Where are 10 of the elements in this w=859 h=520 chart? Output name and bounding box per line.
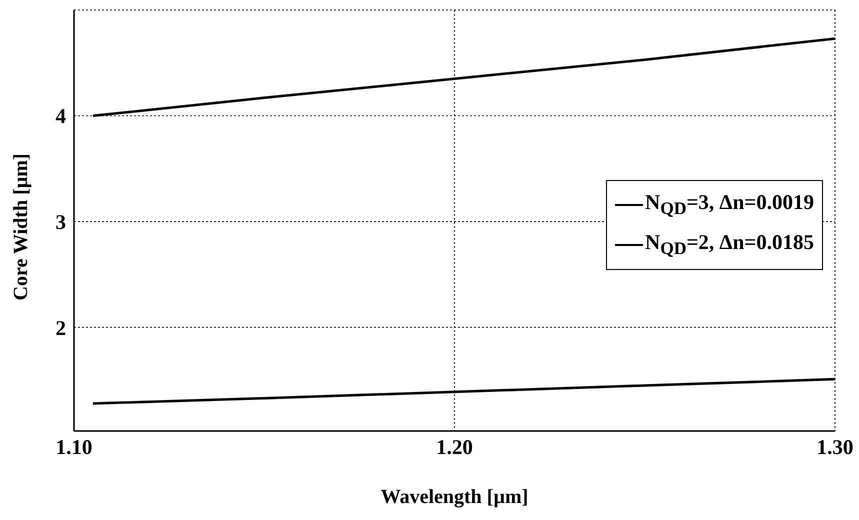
y-axis-title: Core Width [µm] (10, 153, 32, 300)
y-tick-label: 4 (56, 104, 66, 128)
x-axis-title: Wavelength [µm] (380, 486, 528, 508)
y-tick-label: 2 (56, 316, 66, 340)
x-tick-label: 1.10 (56, 434, 92, 459)
x-tick-label: 1.30 (816, 434, 854, 459)
x-tick-label: 1.20 (436, 434, 473, 459)
legend-label: N$_{QD}$=2, Δn=0.0185 (645, 229, 814, 260)
y-tick-label: 3 (56, 210, 66, 234)
legend-label: N$_{QD}$=3, Δn=0.0019 (645, 189, 814, 220)
